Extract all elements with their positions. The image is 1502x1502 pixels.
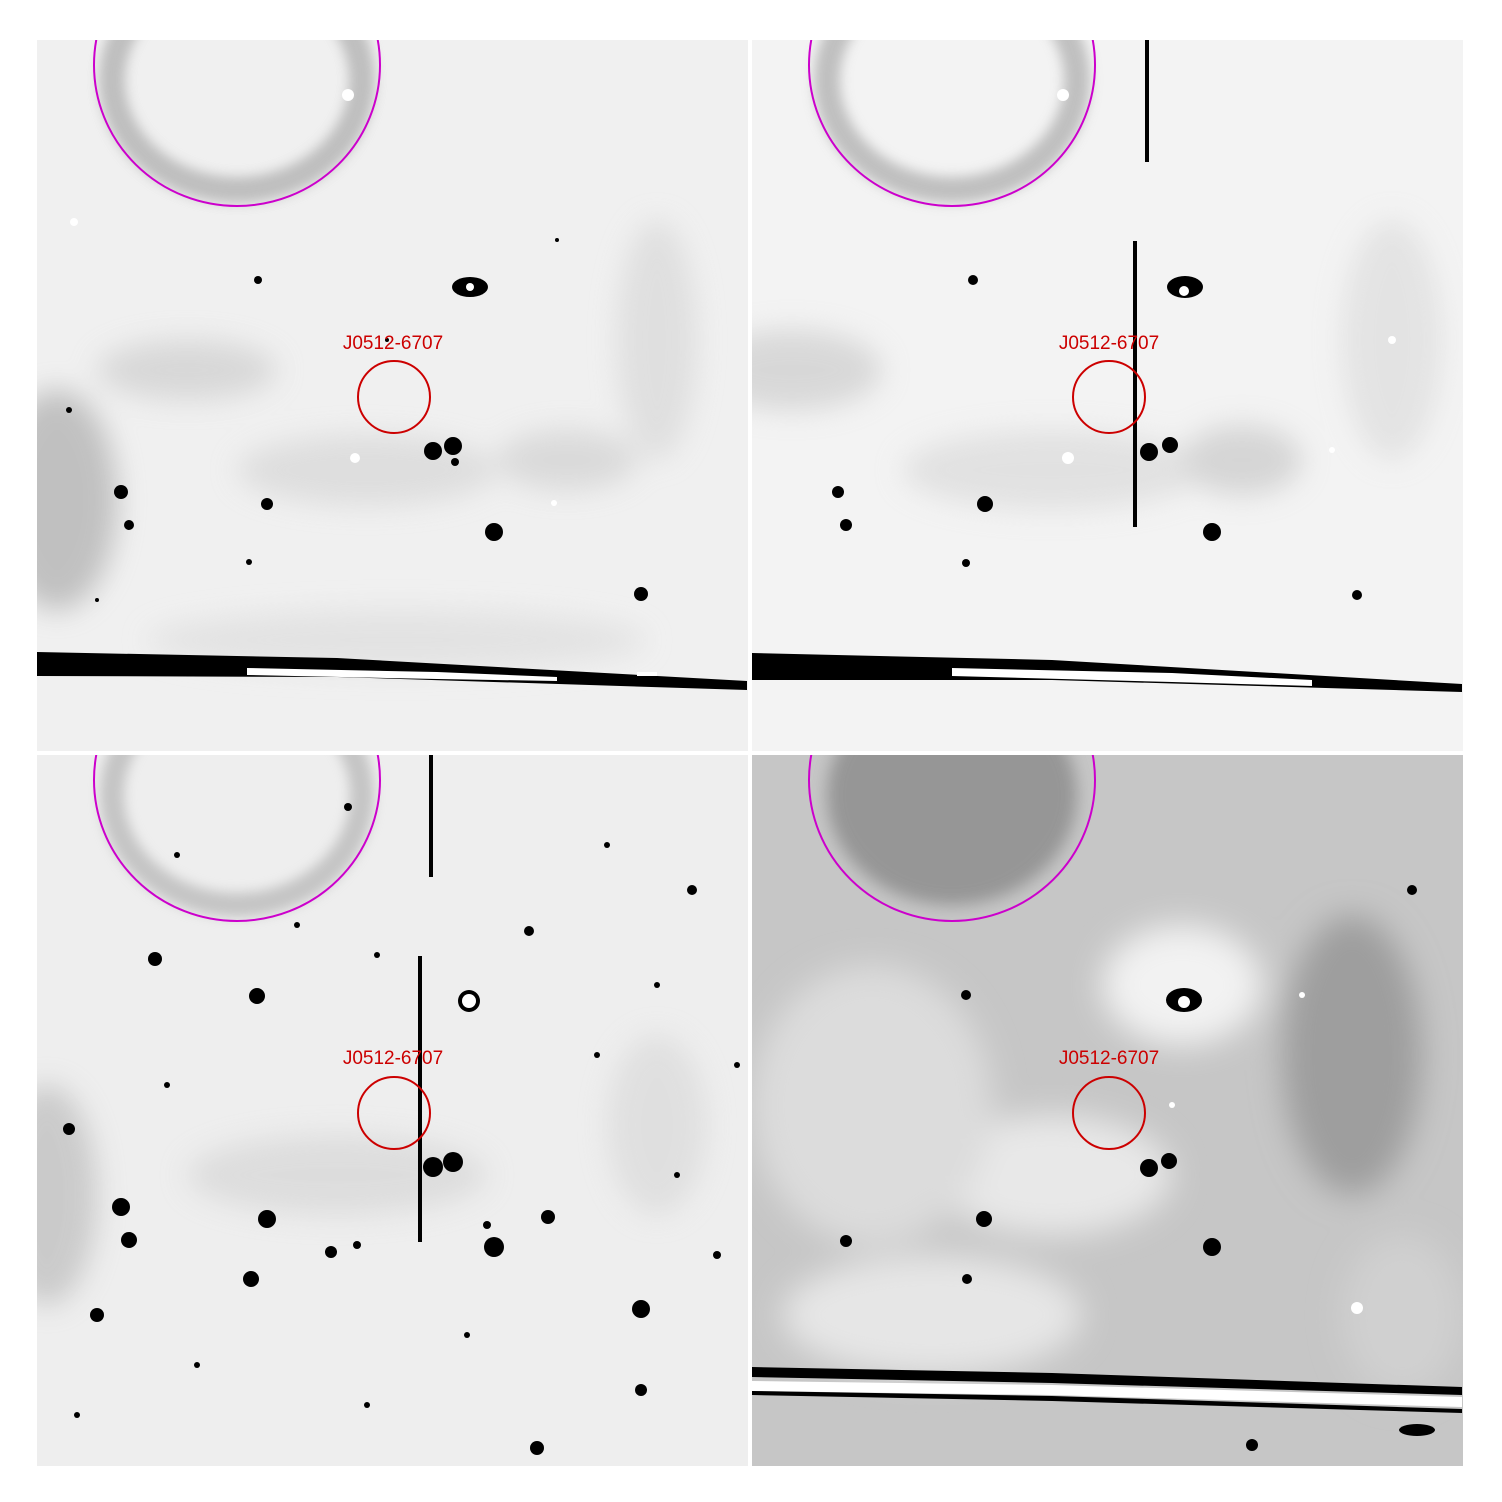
streak-artifact [752, 653, 1462, 692]
panel-top-right-canvas: J0512-6707 [752, 40, 1463, 751]
source-circle [1072, 360, 1146, 434]
source-label: J0512-6707 [343, 1048, 443, 1069]
source-circle [1072, 1076, 1146, 1150]
stars [840, 885, 1435, 1451]
snr-shell [814, 40, 1090, 203]
snr-ellipse-outline [808, 755, 1096, 922]
source-circle [357, 360, 431, 434]
source-label: J0512-6707 [343, 333, 443, 354]
snr-shell [100, 755, 374, 917]
diffuse-emission [37, 220, 697, 670]
bleed-column-lower [1133, 241, 1137, 527]
diffuse-emission [37, 1035, 707, 1305]
white-spots [70, 89, 557, 506]
bleed-column-upper [1145, 40, 1149, 162]
source-label: J0512-6707 [1059, 333, 1159, 354]
diffuse-emission [752, 915, 1462, 1395]
source-label: J0512-6707 [1059, 1048, 1159, 1069]
snr-ellipse-outline [93, 40, 381, 207]
image-panel-top-left: J0512-6707 [37, 40, 748, 751]
bleed-column-upper [429, 755, 433, 877]
panel-top-left-canvas: J0512-6707 [37, 40, 748, 751]
white-spots [1057, 89, 1396, 464]
image-panel-bottom-right: J0512-6707 [752, 755, 1463, 1466]
stars [832, 275, 1362, 600]
snr-shell [99, 40, 375, 203]
bright-white-star-core [462, 994, 476, 1008]
streak-artifact [37, 652, 747, 690]
snr-ellipse-outline [808, 40, 1096, 207]
white-spots [1169, 992, 1363, 1314]
snr-ellipse-outline [93, 755, 381, 922]
panel-bottom-right-canvas: J0512-6707 [752, 755, 1463, 1466]
source-circle [357, 1076, 431, 1150]
stars [63, 803, 740, 1455]
bleed-column-lower [418, 956, 422, 1242]
snr-shell [827, 755, 1077, 905]
streak-artifact [752, 1367, 1462, 1413]
image-panel-top-right: J0512-6707 [752, 40, 1463, 751]
image-panel-bottom-left: J0512-6707 [37, 755, 748, 1466]
panel-bottom-left-canvas: J0512-6707 [37, 755, 748, 1466]
